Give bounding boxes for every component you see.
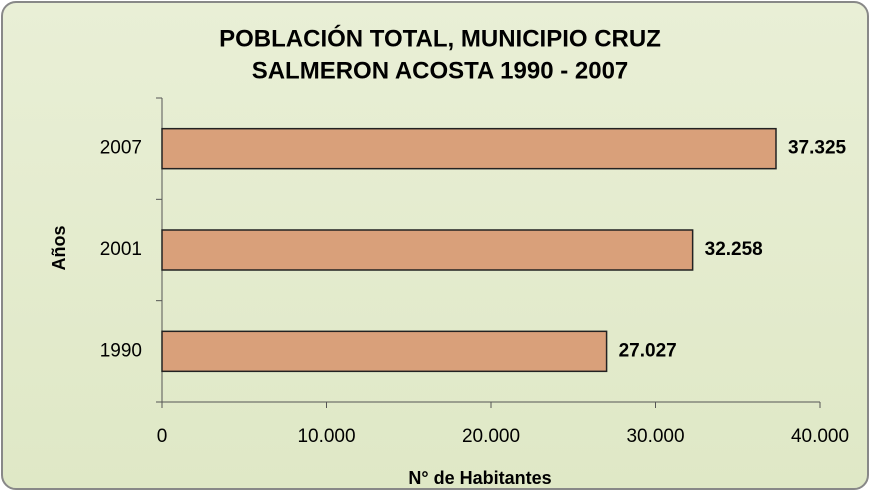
x-tick-label: 20.000: [462, 426, 520, 447]
x-tick-label: 30.000: [626, 426, 684, 447]
bar: [161, 127, 777, 170]
value-label: 27.027: [619, 340, 677, 361]
y-tick-label: 2007: [100, 138, 142, 159]
bar: [161, 330, 608, 373]
chart-title: SALMERON ACOSTA 1990 - 2007: [252, 57, 629, 84]
y-axis-label: Años: [49, 226, 69, 271]
y-tick-label: 2001: [100, 239, 142, 260]
value-label: 32.258: [705, 239, 763, 260]
value-label: 37.325: [788, 138, 847, 159]
chart-title: POBLACIÓN TOTAL, MUNICIPIO CRUZ: [219, 24, 661, 52]
x-tick-label: 0: [157, 426, 168, 447]
x-axis-label: N° de Habitantes: [408, 468, 551, 488]
y-tick-label: 1990: [100, 340, 142, 361]
bar: [161, 229, 694, 271]
x-tick-label: 10.000: [297, 426, 355, 447]
x-tick-label: 40.000: [791, 426, 849, 447]
